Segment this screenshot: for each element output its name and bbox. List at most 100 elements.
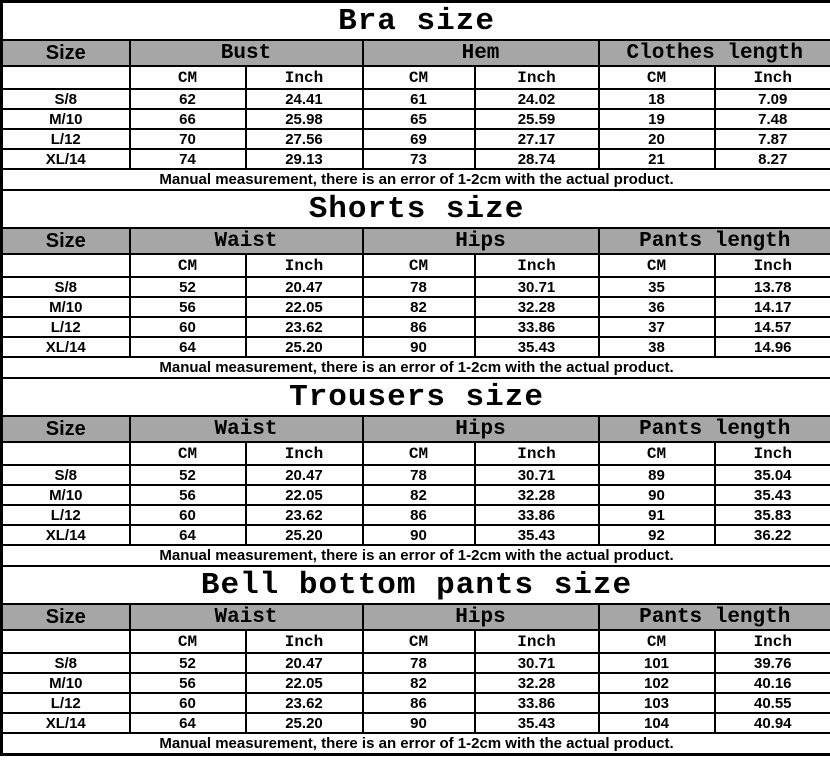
section-title: Bra size	[0, 0, 830, 41]
table-row: L/12 60 23.62 86 33.86 103 40.55	[0, 692, 830, 714]
size-row-label: S/8	[0, 464, 131, 486]
value-cell: 78	[361, 276, 476, 298]
column-group-header-bust: Bust	[128, 39, 364, 67]
value-cell: 56	[128, 296, 247, 318]
table-row: XL/14 64 25.20 90 35.43 92 36.22	[0, 524, 830, 546]
value-cell: 90	[361, 524, 476, 546]
unit-inch-header: Inch	[473, 253, 600, 278]
value-cell: 35.43	[713, 484, 830, 506]
table-row: L/12 60 23.62 86 33.86 91 35.83	[0, 504, 830, 526]
unit-inch-header: Inch	[713, 65, 830, 90]
value-cell: 29.13	[244, 148, 364, 170]
size-row-label: XL/14	[0, 148, 131, 170]
value-cell: 32.28	[473, 672, 600, 694]
value-cell: 92	[597, 524, 716, 546]
size-row-label: M/10	[0, 672, 131, 694]
unit-cm-header: CM	[128, 441, 247, 466]
table-row: S/8 52 20.47 78 30.71 35 13.78	[0, 276, 830, 298]
size-row-label: S/8	[0, 88, 131, 110]
value-cell: 86	[361, 316, 476, 338]
table-row: S/8 52 20.47 78 30.71 89 35.04	[0, 464, 830, 486]
value-cell: 30.71	[473, 464, 600, 486]
value-cell: 24.02	[473, 88, 600, 110]
value-cell: 35	[597, 276, 716, 298]
value-cell: 25.20	[244, 524, 364, 546]
unit-inch-header: Inch	[244, 253, 364, 278]
value-cell: 14.96	[713, 336, 830, 358]
table-row: M/10 56 22.05 82 32.28 36 14.17	[0, 296, 830, 318]
table-row: M/10 66 25.98 65 25.59 19 7.48	[0, 108, 830, 130]
value-cell: 14.57	[713, 316, 830, 338]
value-cell: 69	[361, 128, 476, 150]
value-cell: 25.20	[244, 336, 364, 358]
value-cell: 102	[597, 672, 716, 694]
value-cell: 90	[361, 712, 476, 734]
value-cell: 19	[597, 108, 716, 130]
value-cell: 21	[597, 148, 716, 170]
size-row-label: L/12	[0, 128, 131, 150]
value-cell: 52	[128, 276, 247, 298]
value-cell: 61	[361, 88, 476, 110]
value-cell: 20.47	[244, 464, 364, 486]
value-cell: 7.09	[713, 88, 830, 110]
value-cell: 33.86	[473, 504, 600, 526]
value-cell: 78	[361, 652, 476, 674]
table-row: S/8 52 20.47 78 30.71 101 39.76	[0, 652, 830, 674]
unit-inch-header: Inch	[713, 441, 830, 466]
value-cell: 60	[128, 504, 247, 526]
unit-inch-header: Inch	[713, 253, 830, 278]
value-cell: 89	[597, 464, 716, 486]
size-row-label: XL/14	[0, 524, 131, 546]
value-cell: 65	[361, 108, 476, 130]
size-row-label: XL/14	[0, 712, 131, 734]
empty-cell	[0, 441, 131, 466]
unit-inch-header: Inch	[244, 629, 364, 654]
table-row: XL/14 64 25.20 90 35.43 104 40.94	[0, 712, 830, 734]
value-cell: 60	[128, 316, 247, 338]
value-cell: 101	[597, 652, 716, 674]
table-row: XL/14 74 29.13 73 28.74 21 8.27	[0, 148, 830, 170]
value-cell: 70	[128, 128, 247, 150]
value-cell: 38	[597, 336, 716, 358]
section-bra-size: Bra size Size Bust Hem Clothes length CM…	[0, 0, 830, 191]
section-title: Trousers size	[0, 377, 830, 417]
unit-inch-header: Inch	[713, 629, 830, 654]
table-row: XL/14 64 25.20 90 35.43 38 14.96	[0, 336, 830, 358]
value-cell: 20.47	[244, 652, 364, 674]
value-cell: 23.62	[244, 316, 364, 338]
section-title: Shorts size	[0, 189, 830, 229]
value-cell: 35.43	[473, 712, 600, 734]
size-row-label: L/12	[0, 316, 131, 338]
unit-cm-header: CM	[361, 629, 476, 654]
value-cell: 23.62	[244, 504, 364, 526]
value-cell: 33.86	[473, 692, 600, 714]
empty-cell	[0, 629, 131, 654]
column-group-header-waist: Waist	[128, 227, 364, 255]
table-row: M/10 56 22.05 82 32.28 90 35.43	[0, 484, 830, 506]
measurement-note: Manual measurement, there is an error of…	[0, 544, 830, 567]
value-cell: 60	[128, 692, 247, 714]
column-group-header-waist: Waist	[128, 415, 364, 443]
column-group-header-pants-length: Pants length	[597, 603, 830, 631]
value-cell: 64	[128, 712, 247, 734]
column-group-header-clothes-length: Clothes length	[597, 39, 830, 67]
size-row-label: S/8	[0, 652, 131, 674]
value-cell: 20	[597, 128, 716, 150]
size-row-label: L/12	[0, 692, 131, 714]
table-row: S/8 62 24.41 61 24.02 18 7.09	[0, 88, 830, 110]
unit-cm-header: CM	[597, 629, 716, 654]
value-cell: 40.55	[713, 692, 830, 714]
value-cell: 25.98	[244, 108, 364, 130]
unit-cm-header: CM	[128, 65, 247, 90]
unit-inch-header: Inch	[473, 441, 600, 466]
value-cell: 28.74	[473, 148, 600, 170]
value-cell: 30.71	[473, 276, 600, 298]
value-cell: 35.43	[473, 336, 600, 358]
empty-cell	[0, 65, 131, 90]
table-row: L/12 70 27.56 69 27.17 20 7.87	[0, 128, 830, 150]
size-row-label: XL/14	[0, 336, 131, 358]
column-group-header-hips: Hips	[361, 227, 600, 255]
value-cell: 35.83	[713, 504, 830, 526]
section-trousers-size: Trousers size Size Waist Hips Pants leng…	[0, 377, 830, 567]
value-cell: 24.41	[244, 88, 364, 110]
